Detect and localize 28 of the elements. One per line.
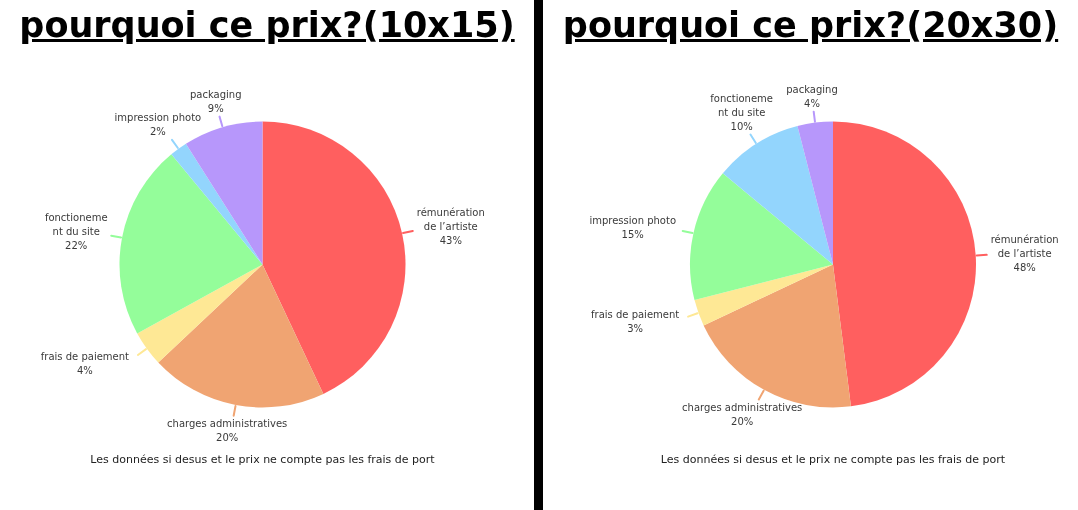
chart-title: pourquoi ce prix?(10x15) xyxy=(19,5,515,45)
data-label: 10% xyxy=(730,120,753,132)
data-label: 48% xyxy=(1013,262,1036,274)
slice-label: packaging xyxy=(190,89,242,101)
data-label: 4% xyxy=(804,98,820,110)
data-label: 9% xyxy=(207,103,224,115)
data-label: 20% xyxy=(216,432,239,444)
slice-label: rémunération de l’artiste xyxy=(990,234,1059,260)
data-label: 22% xyxy=(65,240,88,252)
slice-label: fonctioneme nt du site xyxy=(710,92,773,118)
slice-label: impression photo xyxy=(114,112,202,124)
data-label: 4% xyxy=(76,364,93,376)
slice-label: charges administratives xyxy=(682,401,803,413)
data-label: 3% xyxy=(627,322,644,334)
slice-label: frais de paiement xyxy=(591,308,680,320)
chart-title: pourquoi ce prix?(20x30) xyxy=(562,5,1059,45)
data-label: 20% xyxy=(731,415,754,427)
slice-label: packaging xyxy=(786,84,838,96)
slice-label: frais de paiement xyxy=(40,350,130,362)
slice-label: impression photo xyxy=(589,215,677,227)
data-label: 43% xyxy=(439,234,462,246)
text: Les données si desus et le prix ne compte pas les frais de port xyxy=(90,453,436,466)
data-label: 2% xyxy=(149,126,166,138)
text: Les données si desus et le prix ne compte pas les frais de port xyxy=(660,453,1006,466)
data-label: 15% xyxy=(621,229,644,241)
slice-label: rémunération de l’artiste xyxy=(416,206,485,232)
slice-label: fonctioneme nt du site xyxy=(44,212,108,238)
slice-label: charges administratives xyxy=(167,418,288,430)
